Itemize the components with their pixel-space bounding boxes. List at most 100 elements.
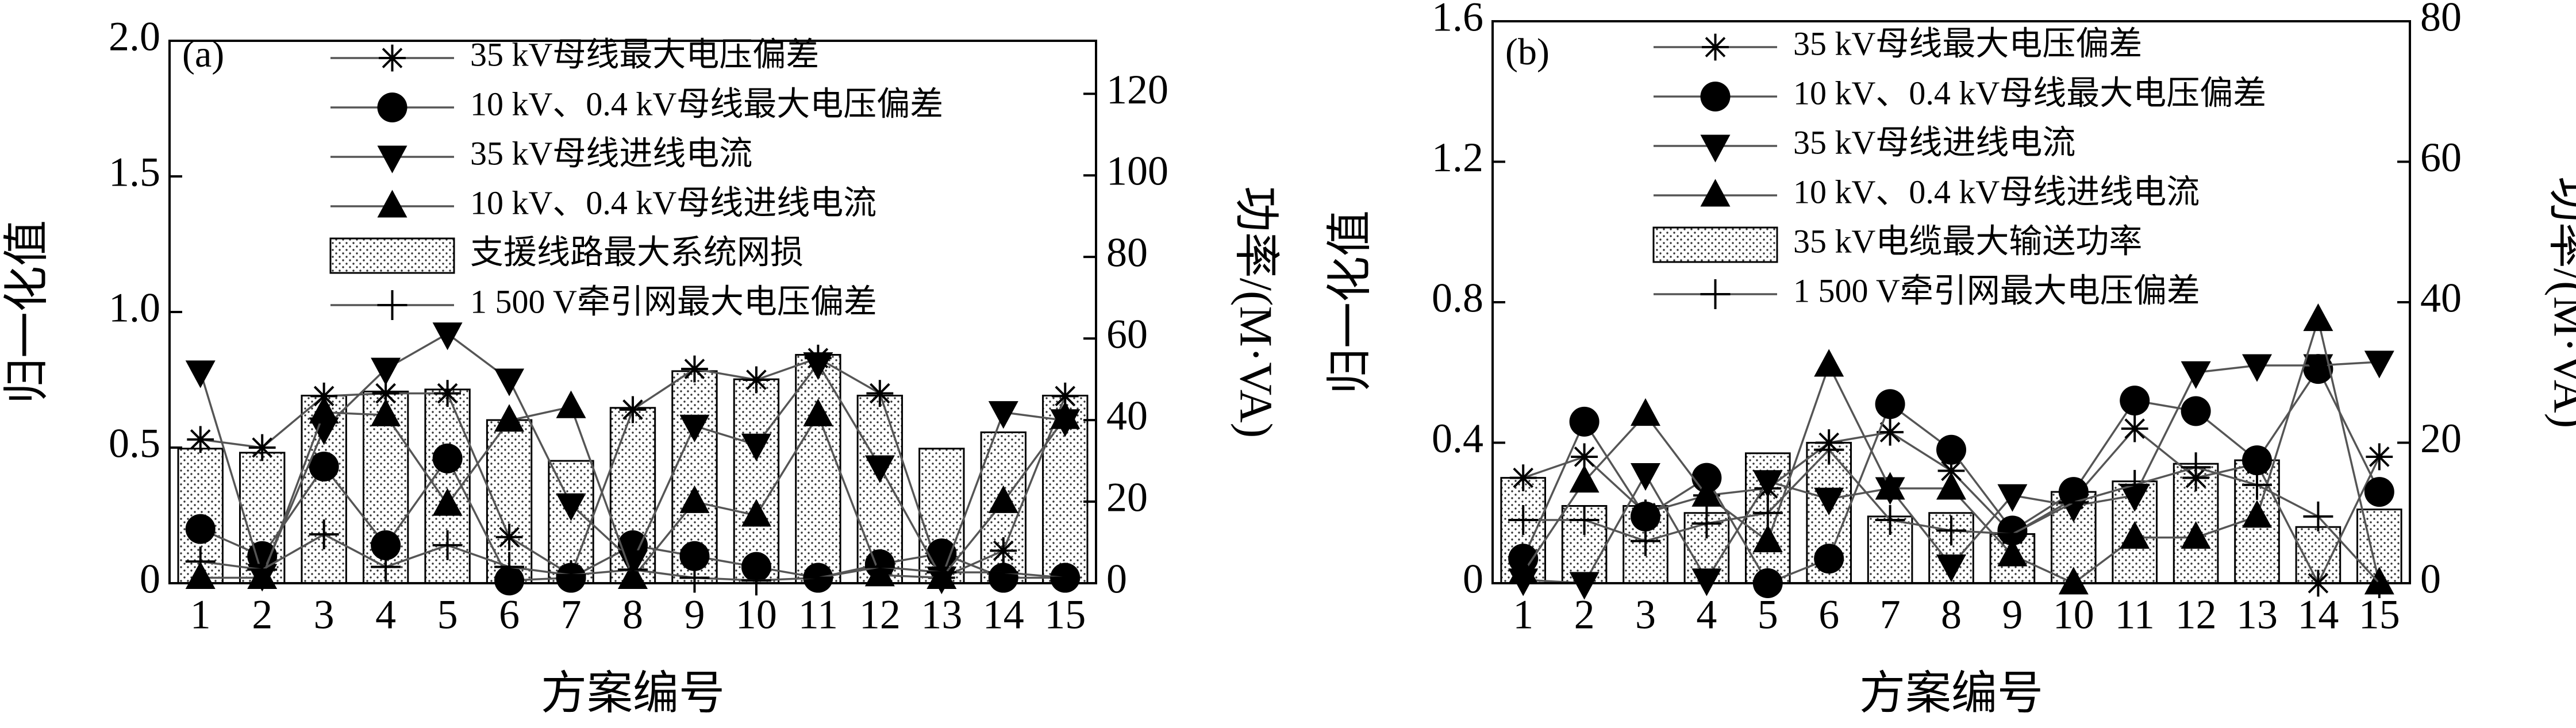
legend-label: 35 kV母线进线电流 xyxy=(470,134,752,172)
y-tick-label: 0 xyxy=(140,556,160,602)
point-marker xyxy=(556,493,586,521)
point-marker xyxy=(495,523,523,551)
point-marker xyxy=(926,538,957,569)
point-marker xyxy=(1936,515,1966,546)
legend-label: 10 kV、0.4 kV母线进线电流 xyxy=(470,184,876,221)
point-marker xyxy=(990,537,1017,564)
x-tick-label: 7 xyxy=(1880,592,1901,638)
x-tick-label: 3 xyxy=(1635,592,1656,638)
point-marker xyxy=(1752,525,1783,553)
legend-marker xyxy=(1700,279,1731,309)
point-marker xyxy=(1877,418,1904,446)
legend-label: 1 500 V牵引网最大电压偏差 xyxy=(470,283,877,320)
y2-tick-label: 20 xyxy=(2420,415,2462,461)
x-tick-label: 4 xyxy=(375,592,396,638)
point-marker xyxy=(864,455,895,483)
point-marker xyxy=(494,404,525,432)
x-tick-label: 11 xyxy=(798,592,838,638)
legend-marker xyxy=(1700,134,1731,163)
point-marker xyxy=(741,433,771,461)
x-tick-label: 4 xyxy=(1696,592,1717,638)
legend-swatch xyxy=(329,237,455,274)
point-marker xyxy=(1814,487,1844,515)
y-tick-label: 0.5 xyxy=(109,421,160,467)
x-tick-label: 10 xyxy=(736,592,777,638)
legend-marker xyxy=(1700,82,1731,111)
point-marker xyxy=(1691,509,1722,539)
y-tick-label: 2.0 xyxy=(109,14,160,60)
x-tick-label: 9 xyxy=(684,592,705,638)
point-marker xyxy=(371,357,401,386)
x-axis-label: 方案编号 xyxy=(1859,668,2043,719)
point-marker xyxy=(247,554,278,585)
y2-tick-label: 0 xyxy=(2420,556,2441,602)
y2-tick-label: 60 xyxy=(1106,311,1148,357)
point-marker xyxy=(309,452,339,482)
legend-label: 35 kV母线最大电压偏差 xyxy=(1793,25,2142,62)
x-tick-label: 3 xyxy=(314,592,335,638)
legend-marker xyxy=(1700,179,1731,207)
point-marker xyxy=(864,552,895,582)
x-tick-label: 10 xyxy=(2053,592,2094,638)
point-marker xyxy=(2303,501,2333,531)
x-tick-label: 1 xyxy=(1513,592,1533,638)
point-marker xyxy=(619,396,647,423)
x-tick-label: 13 xyxy=(2236,592,2278,638)
point-marker xyxy=(741,499,771,527)
y2-tick-label: 20 xyxy=(1106,475,1148,521)
x-tick-label: 9 xyxy=(2002,592,2023,638)
x-tick-label: 5 xyxy=(1758,592,1778,638)
panel-label: (b) xyxy=(1505,31,1550,73)
point-marker xyxy=(2120,521,2150,549)
y-tick-label: 0.4 xyxy=(1432,415,1483,461)
x-tick-label: 7 xyxy=(561,592,582,638)
point-marker xyxy=(2364,350,2394,379)
point-marker xyxy=(1875,472,1905,500)
point-marker xyxy=(803,398,833,426)
point-marker xyxy=(2181,521,2211,549)
point-marker xyxy=(2366,443,2393,471)
legend-marker xyxy=(377,190,407,218)
point-marker xyxy=(432,443,463,473)
x-tick-label: 6 xyxy=(499,592,520,638)
point-marker xyxy=(1050,563,1081,593)
point-marker xyxy=(866,380,894,407)
point-marker xyxy=(681,355,708,383)
x-tick-label: 15 xyxy=(1044,592,1086,638)
legend-marker xyxy=(377,290,407,320)
point-marker xyxy=(618,554,648,585)
point-marker xyxy=(1631,398,1660,426)
y2-tick-label: 60 xyxy=(2420,134,2462,180)
x-tick-label: 2 xyxy=(1574,592,1595,638)
point-marker xyxy=(1997,538,2028,567)
x-tick-label: 14 xyxy=(2297,592,2339,638)
point-marker xyxy=(2181,396,2211,426)
point-marker xyxy=(371,398,401,426)
legend-label: 10 kV、0.4 kV母线进线电流 xyxy=(1793,173,2200,210)
legend-label: 支援线路最大系统网损 xyxy=(470,233,803,271)
point-marker xyxy=(1508,504,1539,535)
point-marker xyxy=(1051,382,1079,410)
point-marker xyxy=(1569,406,1600,437)
point-marker xyxy=(1937,457,1965,484)
point-marker xyxy=(556,560,586,590)
legend-marker xyxy=(379,44,406,72)
point-marker xyxy=(371,530,401,560)
legend-marker xyxy=(377,145,407,174)
point-marker xyxy=(679,485,710,513)
point-marker xyxy=(494,552,525,582)
point-marker xyxy=(1814,434,1844,465)
point-marker xyxy=(185,360,216,388)
x-tick-label: 13 xyxy=(921,592,962,638)
point-marker xyxy=(1997,519,2028,549)
point-marker xyxy=(803,563,833,593)
point-marker xyxy=(371,552,401,582)
point-marker xyxy=(1569,572,1600,600)
point-marker xyxy=(1631,526,1660,556)
point-marker xyxy=(2058,567,2089,595)
x-tick-label: 5 xyxy=(437,592,458,638)
legend-label: 1 500 V牵引网最大电压偏差 xyxy=(1793,272,2200,309)
y2-tick-label: 40 xyxy=(2420,275,2462,321)
